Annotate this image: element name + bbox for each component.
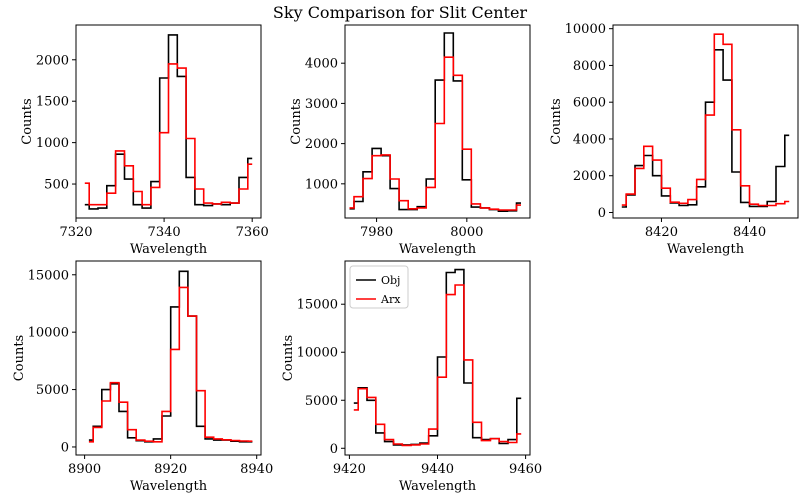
x-tick-label: 7980 xyxy=(360,225,393,240)
legend-label-arx: Arx xyxy=(380,293,401,306)
axes-frame xyxy=(612,24,799,219)
panel-4: 8900 8920 8940 0 5000 10000 15000 Wavelength Cou… xyxy=(12,260,273,494)
legend-label-obj: Obj xyxy=(381,274,400,287)
x-tick-label: 7320 xyxy=(59,225,92,240)
legend: Obj Arx xyxy=(349,265,409,309)
x-tick-label: 8000 xyxy=(450,225,483,240)
y-tick-label: 1500 xyxy=(36,95,69,110)
x-tick-label: 7360 xyxy=(236,225,269,240)
y-tick-label: 1000 xyxy=(305,177,338,192)
y-tick-label: 1000 xyxy=(36,136,69,151)
y-tick-label: 2000 xyxy=(36,53,69,68)
series-obj-line xyxy=(621,49,790,208)
panel-2: 7980 8000 1000 2000 3000 4000 Wavelength Counts xyxy=(289,24,531,257)
figure-title: Sky Comparison for Slit Center xyxy=(273,3,528,22)
x-tick-label: 8920 xyxy=(154,462,187,477)
y-axis-label: Counts xyxy=(12,335,27,381)
series-arx-line xyxy=(88,286,253,443)
panel-3: 8420 8440 0 2000 4000 6000 8000 10000 Wavelength… xyxy=(549,22,799,257)
x-axis-label: Wavelength xyxy=(399,242,477,257)
y-tick-label: 15000 xyxy=(297,298,338,313)
panel-1: 7320 7340 7360 500 1000 1500 2000 Wavelength Cou… xyxy=(20,24,269,257)
series-arx-line xyxy=(349,56,521,211)
series-obj-line xyxy=(88,270,253,443)
series-obj-line xyxy=(84,34,253,210)
x-tick-label: 8420 xyxy=(645,225,678,240)
axes-frame xyxy=(75,260,262,456)
x-tick-label: 8900 xyxy=(68,462,101,477)
panels: 7320 7340 7360 500 1000 1500 2000 Wavelength Cou… xyxy=(12,22,799,494)
series-arx-line xyxy=(84,63,253,206)
y-tick-label: 500 xyxy=(44,178,69,193)
y-axis-label: Counts xyxy=(20,98,35,144)
x-tick-label: 9440 xyxy=(421,462,454,477)
y-tick-label: 10000 xyxy=(565,22,606,37)
x-axis-label: Wavelength xyxy=(130,242,208,257)
y-tick-label: 0 xyxy=(598,206,606,221)
x-tick-label: 8440 xyxy=(733,225,766,240)
y-tick-label: 15000 xyxy=(28,268,69,283)
x-axis-label: Wavelength xyxy=(667,242,745,257)
y-tick-label: 4000 xyxy=(573,132,606,147)
y-axis-label: Counts xyxy=(289,98,304,144)
axes-frame xyxy=(75,24,262,219)
y-tick-label: 0 xyxy=(330,442,338,457)
y-tick-label: 10000 xyxy=(28,326,69,341)
y-tick-label: 3000 xyxy=(305,97,338,112)
y-tick-label: 10000 xyxy=(297,346,338,361)
axes-frame xyxy=(344,24,531,219)
x-tick-label: 8940 xyxy=(240,462,273,477)
y-axis-label: Counts xyxy=(281,335,296,381)
panel-5: 9420 9440 9460 0 5000 10000 15000 Wavelength Cou… xyxy=(281,260,542,494)
y-tick-label: 6000 xyxy=(573,96,606,111)
x-axis-label: Wavelength xyxy=(130,479,208,494)
y-tick-label: 5000 xyxy=(36,383,69,398)
y-axis-label: Counts xyxy=(549,98,564,144)
x-tick-label: 9420 xyxy=(333,462,366,477)
series-arx-line xyxy=(353,284,522,447)
y-tick-label: 2000 xyxy=(305,137,338,152)
series-arx-line xyxy=(621,33,790,207)
y-tick-label: 4000 xyxy=(305,57,338,72)
y-tick-label: 8000 xyxy=(573,59,606,74)
x-axis-label: Wavelength xyxy=(399,479,477,494)
x-tick-label: 7340 xyxy=(148,225,181,240)
x-tick-label: 9460 xyxy=(509,462,542,477)
legend-box xyxy=(349,265,409,309)
y-tick-label: 2000 xyxy=(573,169,606,184)
y-tick-label: 0 xyxy=(61,440,69,455)
y-tick-label: 5000 xyxy=(305,394,338,409)
